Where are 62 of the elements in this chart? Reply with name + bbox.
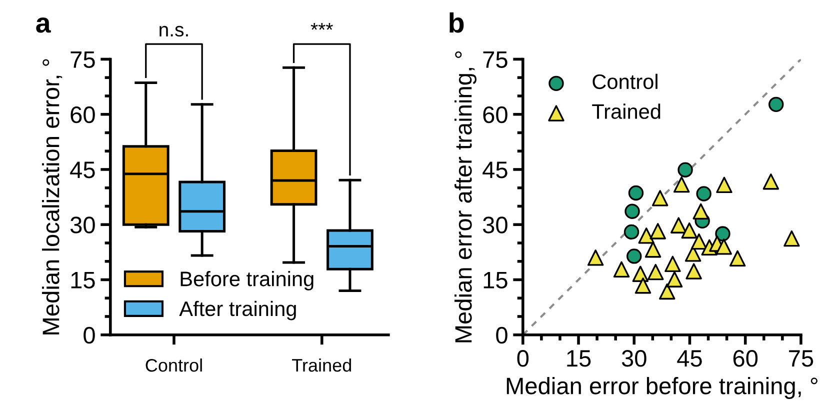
- y-tick-label: 15: [484, 272, 508, 289]
- legend-label: Before training: [180, 271, 314, 290]
- point: [634, 277, 652, 294]
- point: [628, 185, 644, 201]
- y-tick-label: 45: [482, 162, 508, 178]
- point: [692, 203, 709, 220]
- point: [666, 271, 683, 288]
- legend-label: Trained: [592, 104, 660, 119]
- point: [626, 248, 642, 264]
- x-tick-label: 45: [677, 350, 702, 367]
- x-axis-title: Median error before training, °: [506, 377, 818, 400]
- point: [624, 224, 640, 240]
- y-tick-label: 15: [71, 272, 95, 289]
- chart-title: b: [450, 12, 464, 33]
- y-axis-title: Median error after training, °: [454, 51, 476, 342]
- x-tick-label: 60: [733, 350, 758, 367]
- x-tick-label: 15: [567, 350, 591, 367]
- x-tick-label: Trained: [292, 358, 351, 372]
- x-tick-label: Control: [146, 358, 202, 372]
- point: [638, 228, 654, 244]
- x-tick-label: 75: [789, 350, 814, 367]
- point: [613, 261, 630, 278]
- point: [762, 173, 780, 190]
- point: [681, 222, 698, 239]
- x-tick-label: 0: [517, 350, 529, 367]
- point: [716, 238, 732, 255]
- y-axis-title: Median localization error, °: [42, 59, 62, 334]
- point: [678, 162, 693, 178]
- point: [690, 233, 708, 250]
- point: [664, 256, 681, 272]
- point: [768, 96, 784, 112]
- x-tick-label: 30: [622, 350, 646, 367]
- point: [648, 264, 664, 280]
- point: [670, 217, 687, 234]
- point: [716, 176, 732, 194]
- point: [587, 250, 604, 266]
- legend-label: After training: [179, 300, 296, 320]
- point: [696, 186, 712, 202]
- point: [686, 263, 702, 280]
- y-tick-label: 0: [84, 326, 95, 344]
- point: [715, 226, 730, 242]
- y-tick-label: 30: [70, 216, 95, 234]
- point: [784, 230, 800, 247]
- legend-label: Control: [592, 74, 658, 90]
- point: [673, 176, 690, 193]
- point: [729, 250, 746, 267]
- point: [650, 223, 666, 240]
- y-tick-label: 75: [70, 52, 95, 68]
- point: [632, 266, 649, 282]
- text: ***: [310, 22, 333, 30]
- y-tick-label: 30: [482, 216, 508, 234]
- y-tick-label: 45: [70, 162, 95, 178]
- chart-title: a: [36, 18, 51, 33]
- point: [658, 283, 676, 300]
- y-tick-label: 75: [483, 52, 508, 68]
- y-tick-label: 0: [496, 326, 508, 344]
- point: [624, 204, 640, 219]
- y-tick-label: 60: [70, 106, 95, 124]
- y-tick-label: 60: [483, 106, 508, 124]
- point: [652, 190, 668, 206]
- text: n.s.: [160, 26, 188, 37]
- point: [644, 241, 662, 258]
